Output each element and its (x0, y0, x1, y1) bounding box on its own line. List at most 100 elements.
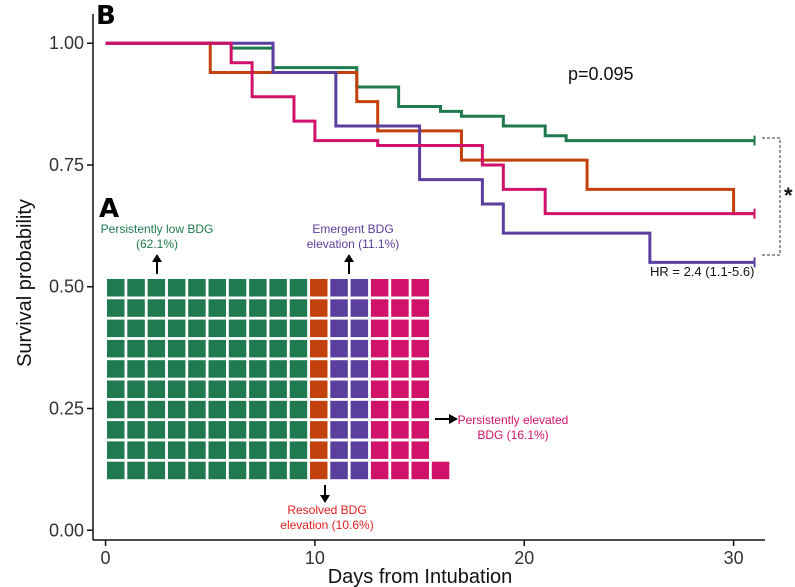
waffle-cell-elevated (370, 461, 389, 480)
waffle-cell-low (167, 380, 186, 398)
waffle-cell-low (147, 279, 166, 297)
waffle-cell-low (167, 319, 186, 338)
x-ticks: 0 10 20 30 (101, 540, 744, 568)
waffle-cell-emergent (350, 400, 369, 419)
waffle-cell-elevated (391, 319, 409, 338)
panel-b-label: B (96, 1, 116, 31)
waffle-cell-low (289, 461, 308, 480)
waffle-cell-low (228, 339, 247, 358)
waffle-cell-low (228, 461, 247, 480)
waffle-cell-elevated (391, 299, 409, 317)
x-axis-title: Days from Intubation (328, 566, 513, 587)
waffle-cell-low (249, 461, 267, 480)
waffle-cell-elevated (411, 299, 429, 317)
y-tick-label: 0.00 (49, 520, 84, 540)
survival-curve-resolved (105, 41, 755, 216)
waffle-cell-low (167, 441, 186, 459)
waffle-cell-low (208, 400, 226, 419)
arrow-resolved (320, 485, 330, 503)
waffle-cell-emergent (330, 461, 348, 480)
waffle-cell-elevated (411, 421, 429, 439)
waffle-cell-low (269, 360, 287, 378)
waffle-cell-low (127, 400, 145, 419)
waffle-cell-emergent (350, 421, 369, 439)
waffle-cell-resolved (310, 339, 328, 358)
waffle-cell-low (249, 400, 267, 419)
waffle-cell-low (188, 441, 206, 459)
waffle-cell-low (249, 299, 267, 317)
label-resolved-line2: elevation (10.6%) (280, 518, 373, 532)
waffle-cell-low (269, 380, 287, 398)
waffle-cell-low (208, 299, 226, 317)
waffle-cell-low (167, 339, 186, 358)
waffle-cell-low (208, 380, 226, 398)
waffle-cell-resolved (310, 461, 328, 480)
waffle-cell-low (188, 400, 206, 419)
waffle-cell-resolved (310, 400, 328, 419)
waffle-cell-low (228, 380, 247, 398)
waffle-cell-resolved (310, 319, 328, 338)
waffle-cell-low (107, 400, 125, 419)
label-elevated-group: Persistently elevated BDG (16.1%) (458, 413, 569, 442)
panel-a-label: A (99, 194, 119, 224)
waffle-cell-low (147, 441, 166, 459)
waffle-cell-low (249, 339, 267, 358)
y-tick-label: 1.00 (49, 33, 84, 53)
waffle-cell-elevated (391, 360, 409, 378)
waffle-cell-low (289, 339, 308, 358)
label-low-line2: (62.1%) (136, 237, 178, 251)
waffle-cell-elevated (370, 380, 389, 398)
waffle-cell-emergent (350, 299, 369, 317)
waffle-cell-elevated (411, 279, 429, 297)
waffle-cell-low (228, 360, 247, 378)
survival-curve-elevated (105, 41, 755, 216)
waffle-cell-low (167, 400, 186, 419)
waffle-cell-elevated (370, 299, 389, 317)
waffle-cell-elevated (391, 380, 409, 398)
waffle-cell-low (208, 421, 226, 439)
waffle-cell-elevated (370, 279, 389, 297)
label-elevated-line1: Persistently elevated (458, 413, 569, 427)
waffle-cell-resolved (310, 441, 328, 459)
waffle-cell-low (228, 279, 247, 297)
waffle-cell-low (208, 360, 226, 378)
waffle-cell-low (228, 299, 247, 317)
waffle-cell-elevated (370, 441, 389, 459)
waffle-cell-low (289, 319, 308, 338)
waffle-cell-low (188, 380, 206, 398)
waffle-cell-elevated (370, 400, 389, 419)
waffle-cell-low (208, 461, 226, 480)
significance-bracket (762, 137, 781, 256)
waffle-cell-elevated (391, 339, 409, 358)
significance-star: * (784, 183, 793, 208)
waffle-cell-low (127, 461, 145, 480)
waffle-cell-low (289, 299, 308, 317)
waffle-cell-low (269, 279, 287, 297)
waffle-cell-elevated (370, 360, 389, 378)
waffle-cell-low (147, 421, 166, 439)
waffle-cell-low (107, 421, 125, 439)
waffle-cell-low (289, 421, 308, 439)
label-elevated-line2: BDG (16.1%) (477, 428, 548, 442)
arrow-emergent (344, 254, 354, 274)
waffle-cell-low (188, 299, 206, 317)
waffle-cell-low (147, 380, 166, 398)
p-value: p=0.095 (568, 64, 634, 84)
y-tick-label: 0.50 (49, 277, 84, 297)
arrow-elevated (435, 414, 458, 424)
label-resolved-line1: Resolved BDG (287, 503, 366, 517)
waffle-cell-low (269, 441, 287, 459)
x-tick-label: 10 (305, 548, 325, 568)
label-low-line1: Persistently low BDG (101, 222, 214, 236)
waffle-cell-emergent (330, 380, 348, 398)
waffle-cell-low (269, 339, 287, 358)
waffle-cell-resolved (310, 380, 328, 398)
waffle-cell-low (127, 360, 145, 378)
waffle-cell-low (147, 339, 166, 358)
x-tick-label: 30 (724, 548, 744, 568)
waffle-cell-low (147, 299, 166, 317)
label-emergent-group: Emergent BDG elevation (11.1%) (307, 222, 400, 251)
waffle-cell-low (228, 421, 247, 439)
waffle-cell-resolved (310, 279, 328, 297)
waffle-cell-low (107, 319, 125, 338)
